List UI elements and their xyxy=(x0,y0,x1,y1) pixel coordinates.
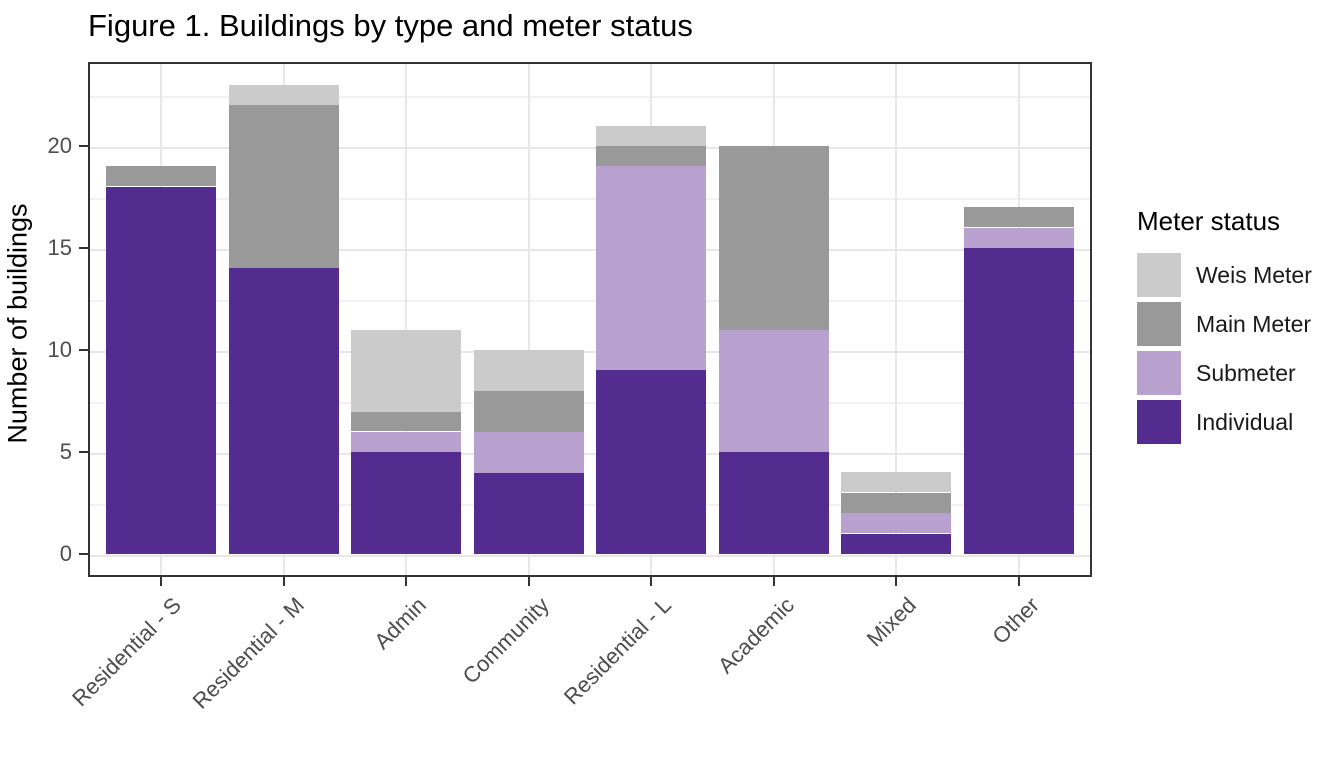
y-tick-label: 15 xyxy=(47,235,72,260)
y-tick-label: 20 xyxy=(47,133,72,158)
bar-admin-main-meter xyxy=(351,411,461,431)
legend: Meter status Weis Meter Main Meter Submete… xyxy=(1137,206,1312,449)
legend-swatch-weis-meter xyxy=(1137,253,1181,297)
y-tick-label: 10 xyxy=(47,337,72,362)
gridline-y-minor xyxy=(90,402,1090,404)
gridline-y-major xyxy=(90,147,1090,149)
bar-residential-l-weis-meter xyxy=(596,126,706,146)
legend-item-label: Submeter xyxy=(1196,359,1296,386)
y-tick-label: 5 xyxy=(59,439,72,464)
bar-mixed-main-meter xyxy=(841,493,951,513)
gridline-y-minor xyxy=(90,96,1090,98)
y-tick xyxy=(79,553,88,555)
gridline-x-major xyxy=(528,64,530,575)
gridline-y-major xyxy=(90,249,1090,251)
y-tick xyxy=(79,451,88,453)
bar-residential-l-submeter xyxy=(596,166,706,370)
bar-mixed-individual xyxy=(841,534,951,554)
y-tick-label: 0 xyxy=(59,541,72,566)
bar-community-submeter xyxy=(474,432,584,473)
legend-item-label: Weis Meter xyxy=(1196,261,1312,288)
legend-item-individual: Individual xyxy=(1137,400,1312,444)
legend-item-label: Main Meter xyxy=(1196,310,1312,337)
legend-title: Meter status xyxy=(1137,206,1281,236)
bar-academic-individual xyxy=(719,452,829,554)
bar-residential-s-individual xyxy=(106,187,216,554)
y-tick xyxy=(79,247,88,249)
x-tick xyxy=(283,577,285,586)
x-tick xyxy=(650,577,652,586)
bar-community-individual xyxy=(474,472,584,554)
bar-community-weis-meter xyxy=(474,350,584,391)
x-tick xyxy=(528,577,530,586)
y-axis-title: Number of buildings xyxy=(2,203,33,444)
gridline-x-major xyxy=(895,64,897,575)
gridline-y-minor xyxy=(90,504,1090,506)
bar-admin-individual xyxy=(351,452,461,554)
bar-residential-l-main-meter xyxy=(596,146,706,166)
bar-mixed-submeter xyxy=(841,513,951,533)
bar-community-main-meter xyxy=(474,391,584,432)
figure-title: Figure 1. Buildings by type and meter st… xyxy=(88,8,693,43)
gridline-y-minor xyxy=(90,300,1090,302)
bar-admin-weis-meter xyxy=(351,330,461,412)
gridline-y-major xyxy=(90,555,1090,557)
bar-other-main-meter xyxy=(964,207,1074,227)
bar-residential-m-individual xyxy=(229,268,339,554)
legend-item-weis-meter: Weis Meter xyxy=(1137,253,1312,297)
bar-other-individual xyxy=(964,248,1074,554)
gridline-x-major xyxy=(405,64,407,575)
bar-academic-submeter xyxy=(719,330,829,452)
legend-item-main-meter: Main Meter xyxy=(1137,302,1312,346)
x-tick xyxy=(405,577,407,586)
bar-residential-s-main-meter xyxy=(106,166,216,186)
bar-residential-m-main-meter xyxy=(229,105,339,268)
bar-residential-m-weis-meter xyxy=(229,85,339,105)
legend-item-submeter: Submeter xyxy=(1137,351,1312,395)
y-tick xyxy=(79,349,88,351)
legend-swatch-submeter xyxy=(1137,351,1181,395)
bar-mixed-weis-meter xyxy=(841,472,951,492)
x-tick xyxy=(1018,577,1020,586)
legend-swatch-individual xyxy=(1137,400,1181,444)
gridline-y-minor xyxy=(90,198,1090,200)
y-tick xyxy=(79,145,88,147)
legend-item-label: Individual xyxy=(1196,408,1294,435)
plot-panel xyxy=(88,62,1092,577)
gridline-y-major xyxy=(90,351,1090,353)
bar-residential-l-individual xyxy=(596,370,706,554)
bar-admin-submeter xyxy=(351,432,461,452)
bar-other-submeter xyxy=(964,228,1074,248)
legend-items: Weis Meter Main Meter Submeter Individual xyxy=(1137,253,1312,444)
x-tick xyxy=(895,577,897,586)
legend-swatch-main-meter xyxy=(1137,302,1181,346)
x-tick xyxy=(160,577,162,586)
gridline-y-major xyxy=(90,453,1090,455)
bar-academic-main-meter xyxy=(719,146,829,330)
x-tick xyxy=(773,577,775,586)
